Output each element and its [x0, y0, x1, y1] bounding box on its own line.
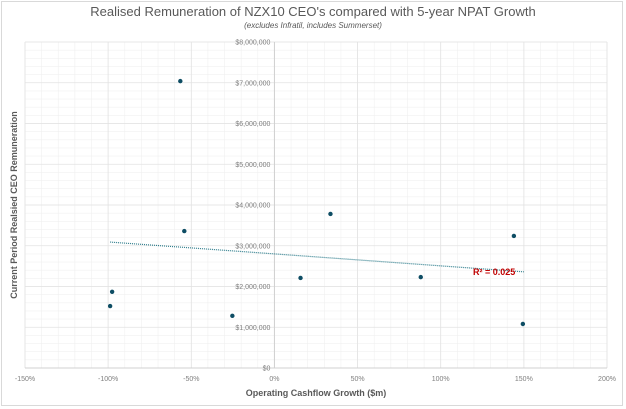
y-tick-label: $0 — [263, 366, 271, 373]
y-tick-label: $5,000,000 — [235, 162, 270, 169]
x-tick-label: -100% — [98, 376, 118, 383]
chart-subtitle: (excludes Infratil, includes Summerset) — [244, 21, 382, 30]
x-tick-label: -50% — [183, 376, 199, 383]
y-tick-labels: $0 $1,000,000 $2,000,000 $3,000,000 $4,000,0… — [235, 40, 270, 373]
r-squared-label: R² = 0.025 — [473, 267, 515, 277]
x-tick-label: -150% — [15, 376, 35, 383]
x-tick-label: 0% — [269, 376, 279, 383]
data-point — [107, 303, 113, 309]
data-points — [107, 78, 526, 327]
y-tick-label: $3,000,000 — [235, 243, 270, 250]
data-point — [328, 211, 333, 217]
trendline-group — [110, 241, 524, 273]
data-point — [511, 233, 517, 239]
y-tick-label: $8,000,000 — [235, 40, 270, 47]
data-point — [178, 78, 183, 84]
x-tick-label: 150% — [515, 376, 533, 383]
y-tick-label: $6,000,000 — [235, 121, 270, 128]
axes — [25, 42, 607, 369]
data-point — [109, 289, 115, 294]
chart-title: Realised Remuneration of NZX10 CEO's com… — [90, 4, 536, 19]
x-tick-labels: -150% -100% -50% 0% 50% 100% 150% 200% — [15, 376, 616, 383]
data-point — [182, 228, 187, 234]
y-tick-label: $2,000,000 — [235, 284, 270, 291]
x-tick-label: 50% — [351, 376, 365, 383]
data-point — [230, 313, 235, 319]
y-tick-label: $1,000,000 — [235, 325, 270, 332]
data-point — [418, 274, 423, 280]
x-tick-label: 100% — [432, 376, 450, 383]
y-axis-label: Current Period Realsied CEO Remuneration — [9, 111, 19, 299]
x-axis-label: Operating Cashflow Growth ($m) — [246, 388, 387, 398]
data-point — [298, 275, 303, 281]
trendline — [110, 241, 524, 273]
y-tick-label: $4,000,000 — [235, 203, 270, 210]
x-tick-label: 200% — [598, 376, 616, 383]
y-tick-label: $7,000,000 — [235, 80, 270, 87]
data-point — [520, 321, 526, 327]
